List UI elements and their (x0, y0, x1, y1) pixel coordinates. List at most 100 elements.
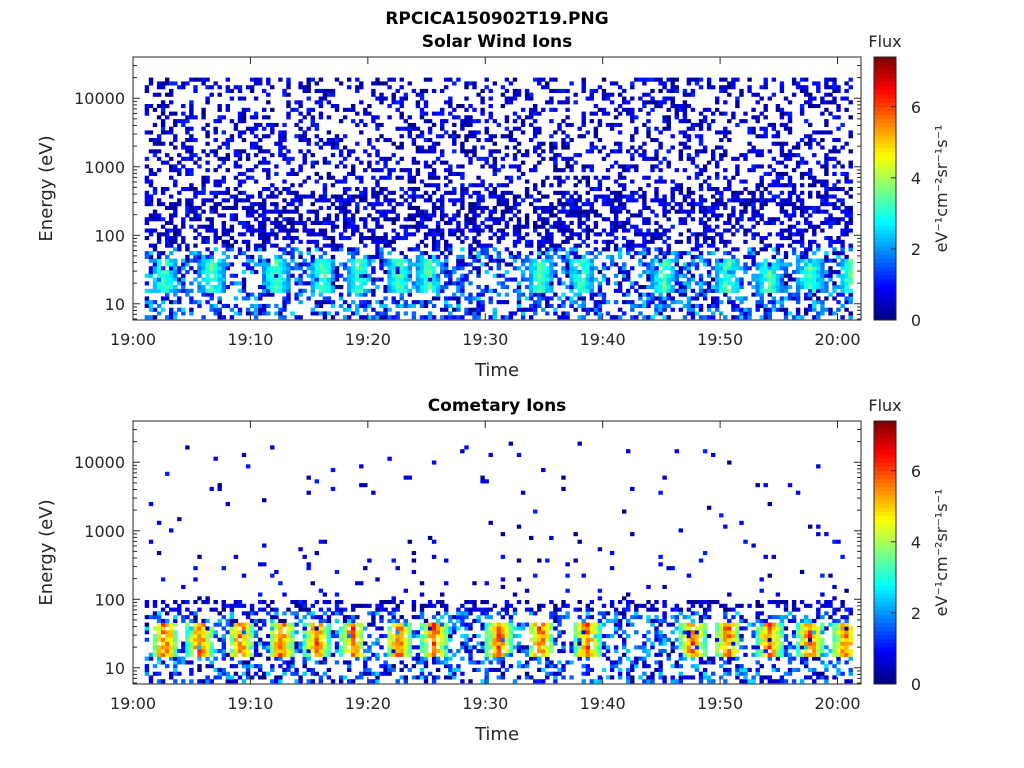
flux-cell (306, 217, 311, 222)
flux-cell (613, 217, 619, 222)
flux-cell (225, 85, 230, 90)
flux-cell (444, 85, 449, 90)
flux-cell (541, 156, 546, 161)
flux-cell (189, 168, 194, 173)
flux-cell (848, 273, 853, 278)
flux-cell (448, 243, 453, 248)
flux-cell (476, 175, 481, 180)
flux-cell (286, 111, 291, 116)
flux-cell (217, 92, 222, 97)
flux-cell (282, 281, 287, 286)
flux-cell (711, 85, 716, 90)
flux-cell (723, 85, 728, 90)
flux-cell (545, 303, 550, 308)
flux-cell (529, 111, 534, 116)
flux-cell (617, 224, 623, 229)
flux-cell (613, 288, 619, 293)
flux-cell (427, 175, 433, 180)
flux-cell (144, 303, 150, 308)
flux-cell (399, 126, 404, 131)
flux-cell (326, 281, 332, 286)
flux-cell (342, 209, 348, 214)
flux-cell (209, 198, 214, 203)
flux-cell (723, 285, 728, 290)
flux-cell (338, 232, 344, 237)
flux-cell (537, 296, 542, 301)
flux-cell (613, 220, 619, 225)
flux-cell (181, 236, 186, 241)
flux-cell (415, 92, 421, 97)
flux-cell (820, 198, 825, 203)
flux-cell (197, 251, 202, 256)
flux-cell (735, 307, 740, 312)
flux-cell (545, 288, 550, 293)
flux-cell (411, 138, 417, 143)
flux-cell (278, 213, 283, 218)
flux-cell (795, 81, 801, 86)
flux-cell (488, 228, 493, 233)
flux-cell (609, 198, 615, 203)
flux-cell (767, 171, 772, 176)
flux-cell (375, 160, 380, 165)
flux-cell (245, 205, 251, 210)
flux-cell (452, 217, 457, 222)
flux-cell (844, 228, 849, 233)
flux-cell (844, 190, 849, 195)
flux-cell (533, 300, 538, 305)
flux-cell (739, 285, 744, 290)
flux-cell (808, 92, 813, 97)
flux-cell (812, 104, 817, 109)
flux-cell (338, 202, 344, 207)
flux-cell (848, 266, 853, 271)
flux-cell (581, 77, 586, 82)
flux-cell (387, 315, 392, 320)
flux-cell (201, 239, 206, 244)
flux-cell (549, 296, 554, 301)
flux-cell (355, 202, 360, 207)
flux-cell (646, 220, 651, 225)
flux-cell (355, 141, 360, 146)
flux-cell (359, 300, 364, 305)
flux-cell (808, 171, 813, 176)
flux-cell (249, 205, 255, 210)
flux-cell (403, 288, 408, 293)
flux-cell (533, 220, 538, 225)
y-tick-label: 10 (105, 295, 125, 314)
flux-cell (314, 179, 319, 184)
flux-cell (395, 266, 400, 271)
flux-cell (258, 77, 263, 82)
flux-cell (508, 100, 514, 105)
flux-cell (787, 243, 793, 248)
flux-cell (492, 171, 497, 176)
flux-cell (565, 122, 570, 127)
flux-cell (630, 285, 635, 290)
flux-cell (431, 254, 437, 259)
flux-cell (160, 100, 166, 105)
flux-cell (581, 239, 586, 244)
flux-cell (804, 311, 809, 316)
colorbar-step (874, 315, 896, 321)
flux-cell (237, 111, 243, 116)
flux-cell (654, 100, 659, 105)
flux-cell (706, 126, 712, 131)
flux-cell (735, 296, 740, 301)
flux-cell (731, 190, 736, 195)
flux-cell (787, 190, 793, 195)
flux-cell (686, 307, 692, 312)
flux-cell (755, 262, 760, 267)
flux-cell (278, 315, 283, 320)
flux-cell (529, 194, 534, 199)
flux-cell (520, 130, 526, 135)
flux-cell (399, 134, 404, 139)
flux-cell (585, 202, 590, 207)
flux-cell (808, 296, 813, 301)
flux-cell (448, 311, 453, 316)
flux-cell (731, 85, 736, 90)
flux-cell (338, 292, 344, 297)
flux-cell (500, 285, 506, 290)
flux-cell (622, 168, 627, 173)
flux-cell (715, 270, 720, 275)
flux-cell (617, 130, 623, 135)
flux-cell (755, 273, 760, 278)
